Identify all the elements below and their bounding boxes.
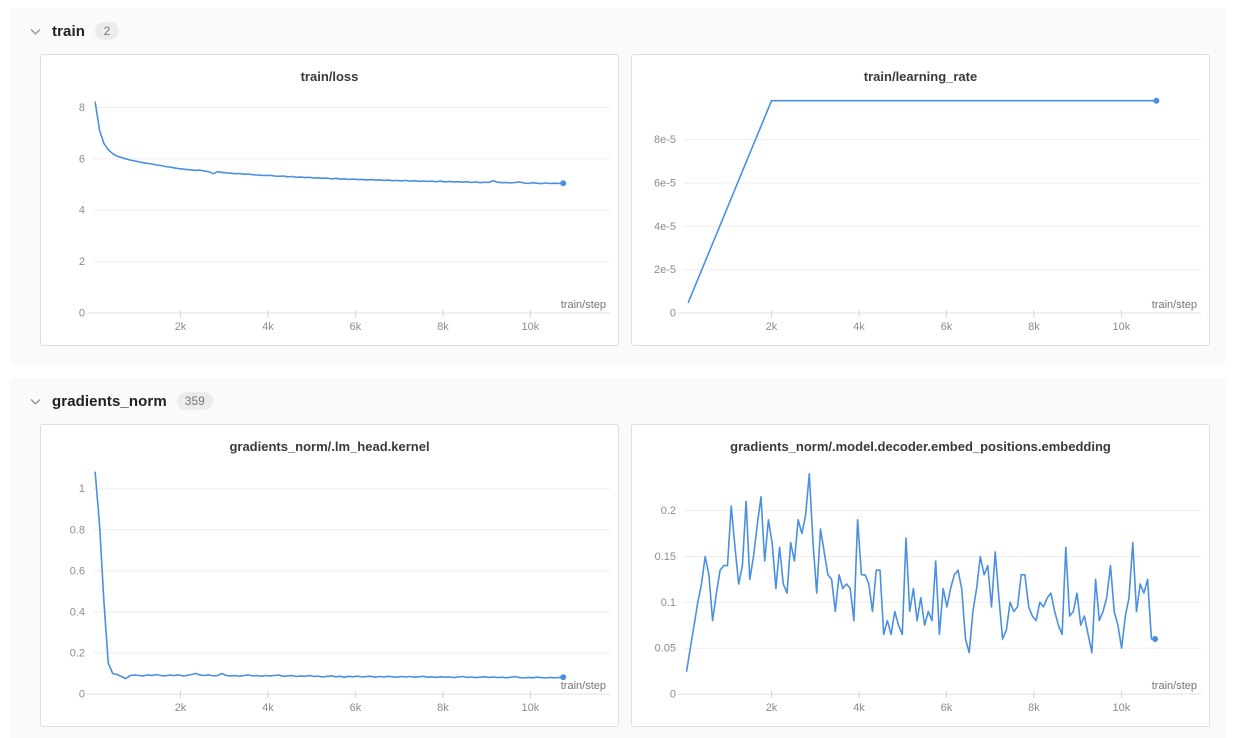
svg-text:2: 2 — [79, 256, 85, 268]
line-chart-train-loss[interactable]: 0 2 4 6 8 2k 4k 6k 8k 10k train/step — [47, 86, 612, 341]
svg-text:0.1: 0.1 — [661, 597, 676, 609]
svg-text:0.2: 0.2 — [70, 647, 85, 659]
svg-text:6k: 6k — [350, 702, 362, 714]
svg-text:2e-5: 2e-5 — [654, 264, 676, 276]
svg-text:2k: 2k — [175, 321, 187, 333]
chart-title: train/loss — [300, 69, 359, 84]
svg-text:10k: 10k — [1113, 702, 1131, 714]
svg-text:10k: 10k — [522, 702, 540, 714]
chart-svg: 0 2 4 6 8 2k 4k 6k 8k 10k train/step — [79, 101, 610, 333]
section-header-gradients-norm[interactable]: gradients_norm 359 — [26, 390, 1210, 424]
chevron-down-icon[interactable] — [28, 24, 42, 38]
section-train: train 2 train/loss 0 2 4 6 8 2k 4k 6k 8k 10k train… — [10, 8, 1226, 364]
svg-text:0: 0 — [79, 688, 85, 700]
svg-text:6k: 6k — [941, 702, 953, 714]
svg-text:6k: 6k — [941, 321, 953, 333]
panel-count-badge: 359 — [176, 392, 213, 410]
section-gradients-norm: gradients_norm 359 gradients_norm/.lm_he… — [10, 378, 1226, 738]
chart-card-train-learning-rate: train/learning_rate 0 2e-5 4e-5 6e-5 8e-5 2k 4… — [631, 54, 1210, 346]
svg-text:0: 0 — [670, 688, 676, 700]
svg-text:4e-5: 4e-5 — [654, 221, 676, 233]
svg-text:4: 4 — [79, 204, 85, 216]
svg-text:10k: 10k — [522, 321, 540, 333]
svg-text:8k: 8k — [1028, 702, 1040, 714]
svg-text:0: 0 — [670, 307, 676, 319]
svg-text:0.8: 0.8 — [70, 524, 85, 536]
chart-title: gradients_norm/.lm_head.kernel — [229, 439, 430, 454]
chart-svg: 0 2e-5 4e-5 6e-5 8e-5 2k 4k 6k 8k 10k train/step — [654, 97, 1201, 333]
svg-text:0.05: 0.05 — [655, 642, 676, 654]
chart-svg: 0 0.2 0.4 0.6 0.8 1 2k 4k 6k 8k 10k train/step — [70, 471, 610, 714]
svg-text:4k: 4k — [853, 321, 865, 333]
chart-title: gradients_norm/.model.decoder.embed_posi… — [730, 439, 1111, 454]
svg-text:8e-5: 8e-5 — [654, 134, 676, 146]
svg-text:2k: 2k — [766, 702, 778, 714]
chart-card-lm-head-kernel: gradients_norm/.lm_head.kernel 0 0.2 0.4 0.… — [40, 424, 619, 727]
svg-text:train/step: train/step — [561, 299, 606, 311]
section-header-train[interactable]: train 2 — [26, 20, 1210, 54]
svg-text:10k: 10k — [1113, 321, 1131, 333]
svg-text:train/step: train/step — [1152, 299, 1197, 311]
svg-text:0.6: 0.6 — [70, 565, 85, 577]
svg-text:4k: 4k — [853, 702, 865, 714]
svg-text:4k: 4k — [262, 321, 274, 333]
svg-text:0: 0 — [79, 307, 85, 319]
chart-svg: 0 0.05 0.1 0.15 0.2 2k 4k 6k 8k 10k train/step — [655, 472, 1201, 714]
svg-text:2k: 2k — [766, 321, 778, 333]
chevron-down-icon[interactable] — [28, 394, 42, 408]
line-chart-train-learning-rate[interactable]: 0 2e-5 4e-5 6e-5 8e-5 2k 4k 6k 8k 10k train/step — [638, 86, 1203, 341]
section-title: gradients_norm — [52, 392, 167, 410]
line-chart-lm-head-kernel[interactable]: 0 0.2 0.4 0.6 0.8 1 2k 4k 6k 8k 10k train/step — [47, 456, 612, 722]
svg-text:4k: 4k — [262, 702, 274, 714]
chart-title: train/learning_rate — [863, 69, 978, 84]
svg-text:6: 6 — [79, 153, 85, 165]
chart-card-train-loss: train/loss 0 2 4 6 8 2k 4k 6k 8k 10k train/step — [40, 54, 619, 346]
svg-text:8: 8 — [79, 102, 85, 114]
panel-count-badge: 2 — [95, 22, 120, 40]
svg-text:0.2: 0.2 — [661, 505, 676, 517]
svg-text:0.4: 0.4 — [70, 606, 85, 618]
svg-text:8k: 8k — [1028, 321, 1040, 333]
svg-text:train/step: train/step — [1152, 680, 1197, 692]
metrics-dashboard: train 2 train/loss 0 2 4 6 8 2k 4k 6k 8k 10k train… — [0, 8, 1236, 738]
svg-text:1: 1 — [79, 483, 85, 495]
chart-grid: gradients_norm/.lm_head.kernel 0 0.2 0.4 0.… — [26, 424, 1210, 727]
svg-text:2k: 2k — [175, 702, 187, 714]
svg-text:6e-5: 6e-5 — [654, 177, 676, 189]
section-title: train — [52, 22, 86, 40]
line-chart-embed-positions[interactable]: 0 0.05 0.1 0.15 0.2 2k 4k 6k 8k 10k train/step — [638, 456, 1203, 722]
chart-card-embed-positions: gradients_norm/.model.decoder.embed_posi… — [631, 424, 1210, 727]
svg-text:6k: 6k — [350, 321, 362, 333]
svg-text:8k: 8k — [437, 321, 449, 333]
svg-text:train/step: train/step — [561, 680, 606, 692]
svg-text:0.15: 0.15 — [655, 551, 676, 563]
svg-text:8k: 8k — [437, 702, 449, 714]
chart-grid: train/loss 0 2 4 6 8 2k 4k 6k 8k 10k train/step tr… — [26, 54, 1210, 346]
